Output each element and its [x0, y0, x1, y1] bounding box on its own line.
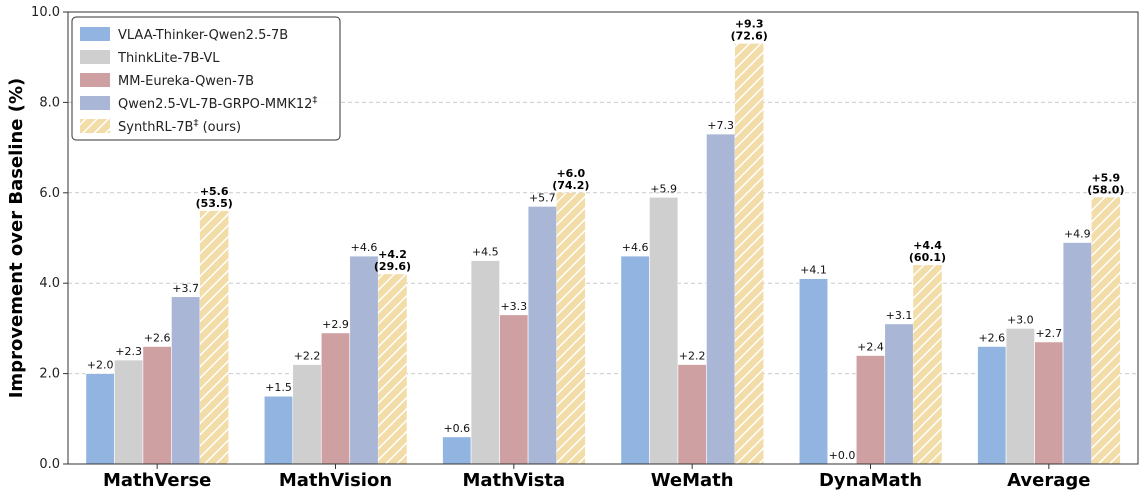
bar-value-label: +4.5	[472, 246, 499, 259]
bar-value-label: +2.9	[322, 318, 349, 331]
legend-swatch	[80, 27, 110, 41]
bar	[499, 314, 529, 465]
legend-swatch	[80, 73, 110, 87]
bar-value-label: +2.2	[679, 350, 706, 363]
bar-score-label: (74.2)	[552, 179, 589, 192]
bar	[913, 265, 942, 464]
bar-value-label: +0.6	[443, 422, 470, 435]
y-tick-label: 8.0	[39, 95, 60, 110]
bar	[199, 210, 229, 464]
legend-entry: VLAA-Thinker-Qwen2.5-7B	[118, 28, 288, 43]
bar	[320, 332, 351, 465]
bars	[85, 43, 1121, 465]
bar	[884, 323, 914, 465]
bar-score-label: (72.6)	[731, 30, 768, 43]
bar	[677, 364, 707, 465]
bar	[1005, 328, 1035, 465]
y-axis-title: Improvement over Baseline (%)	[6, 78, 27, 399]
bar-value-label: +4.1	[800, 264, 827, 277]
bar	[292, 364, 322, 465]
legend: VLAA-Thinker-Qwen2.5-7B ThinkLite-7B-VL MM…	[71, 16, 341, 141]
bar-value-label: +4.6	[622, 241, 649, 254]
bar-value-label: +2.3	[115, 345, 142, 358]
x-category-label: DynaMath	[819, 470, 922, 491]
bar-value-label: +4.4	[913, 239, 942, 252]
bar-value-label: +1.5	[265, 381, 292, 394]
y-tick-label: 10.0	[31, 5, 60, 20]
bar	[349, 255, 379, 465]
bar	[142, 346, 172, 465]
bar-value-label: +5.9	[1091, 171, 1120, 184]
bar-value-label: +6.0	[556, 167, 585, 180]
legend-entry: Qwen2.5-VL-7B-GRPO-MMK12‡	[118, 95, 317, 112]
bar-value-label: +2.7	[1035, 327, 1062, 340]
bar	[734, 43, 764, 464]
legend-frame	[71, 16, 341, 141]
bar	[706, 133, 736, 465]
bar	[470, 260, 500, 465]
x-category-label: Average	[1007, 470, 1090, 491]
bar-value-label: +5.9	[650, 182, 677, 195]
bar	[378, 274, 407, 464]
x-category-label: MathVision	[279, 470, 392, 491]
bar-value-label: +4.9	[1064, 228, 1091, 241]
x-category-label: MathVista	[462, 470, 565, 491]
bar-score-label: (58.0)	[1087, 183, 1124, 196]
bar-value-label: +0.0	[829, 449, 856, 462]
bar-value-label: +3.0	[1007, 313, 1034, 326]
bar-value-label: +7.3	[707, 119, 734, 132]
bar-score-label: (29.6)	[374, 260, 411, 273]
y-tick-label: 2.0	[39, 367, 60, 382]
bar	[1062, 242, 1092, 465]
bar	[171, 296, 201, 465]
bar	[1091, 197, 1121, 464]
bar-value-label: +4.2	[378, 248, 407, 261]
legend-swatch	[80, 96, 110, 110]
bar-labels: +2.0+2.3+2.6+3.7+5.6(53.5)+1.5+2.2+2.9+4…	[87, 18, 1125, 462]
bar	[263, 395, 294, 465]
legend-swatch	[80, 50, 110, 64]
bar	[527, 206, 557, 465]
bar-value-label: +4.6	[351, 241, 378, 254]
bar-value-label: +2.6	[978, 331, 1005, 344]
bar-value-label: +2.2	[294, 350, 321, 363]
bar-score-label: (60.1)	[909, 251, 946, 264]
legend-entry: ThinkLite-7B-VL	[117, 51, 220, 66]
bar-value-label: +5.6	[200, 185, 229, 198]
x-category-label: MathVerse	[103, 470, 211, 491]
bar-value-label: +2.4	[857, 341, 884, 354]
bar-value-label: +3.3	[500, 300, 527, 313]
y-tick-label: 4.0	[39, 276, 60, 291]
bar-value-label: +3.1	[886, 309, 913, 322]
bar-value-label: +2.0	[87, 359, 114, 372]
legend-entry: MM-Eureka-Qwen-7B	[118, 74, 254, 89]
bar-value-label: +2.6	[144, 331, 171, 344]
bar-score-label: (53.5)	[196, 197, 233, 210]
bar	[977, 346, 1007, 465]
bar	[649, 197, 679, 465]
bar	[798, 278, 829, 465]
bar	[442, 436, 472, 465]
axes: 0.0 2.0 4.0 6.0 8.0 10.0 MathVerse MathVision Ma…	[31, 5, 1090, 491]
bar-value-label: +3.7	[172, 282, 199, 295]
legend-entry: SynthRL-7B‡ (ours)	[118, 118, 241, 135]
plot-frame	[67, 11, 1139, 465]
bar	[85, 373, 115, 465]
y-tick-label: 6.0	[39, 186, 60, 201]
bar-value-label: +9.3	[735, 18, 764, 31]
x-category-label: WeMath	[651, 470, 734, 491]
legend-swatch	[80, 119, 110, 133]
bar-value-label: +5.7	[529, 191, 556, 204]
bar	[1034, 341, 1064, 465]
bar	[855, 355, 886, 465]
bar	[114, 359, 144, 465]
y-tick-label: 0.0	[39, 457, 60, 472]
bar	[620, 255, 650, 465]
bar	[556, 192, 586, 465]
